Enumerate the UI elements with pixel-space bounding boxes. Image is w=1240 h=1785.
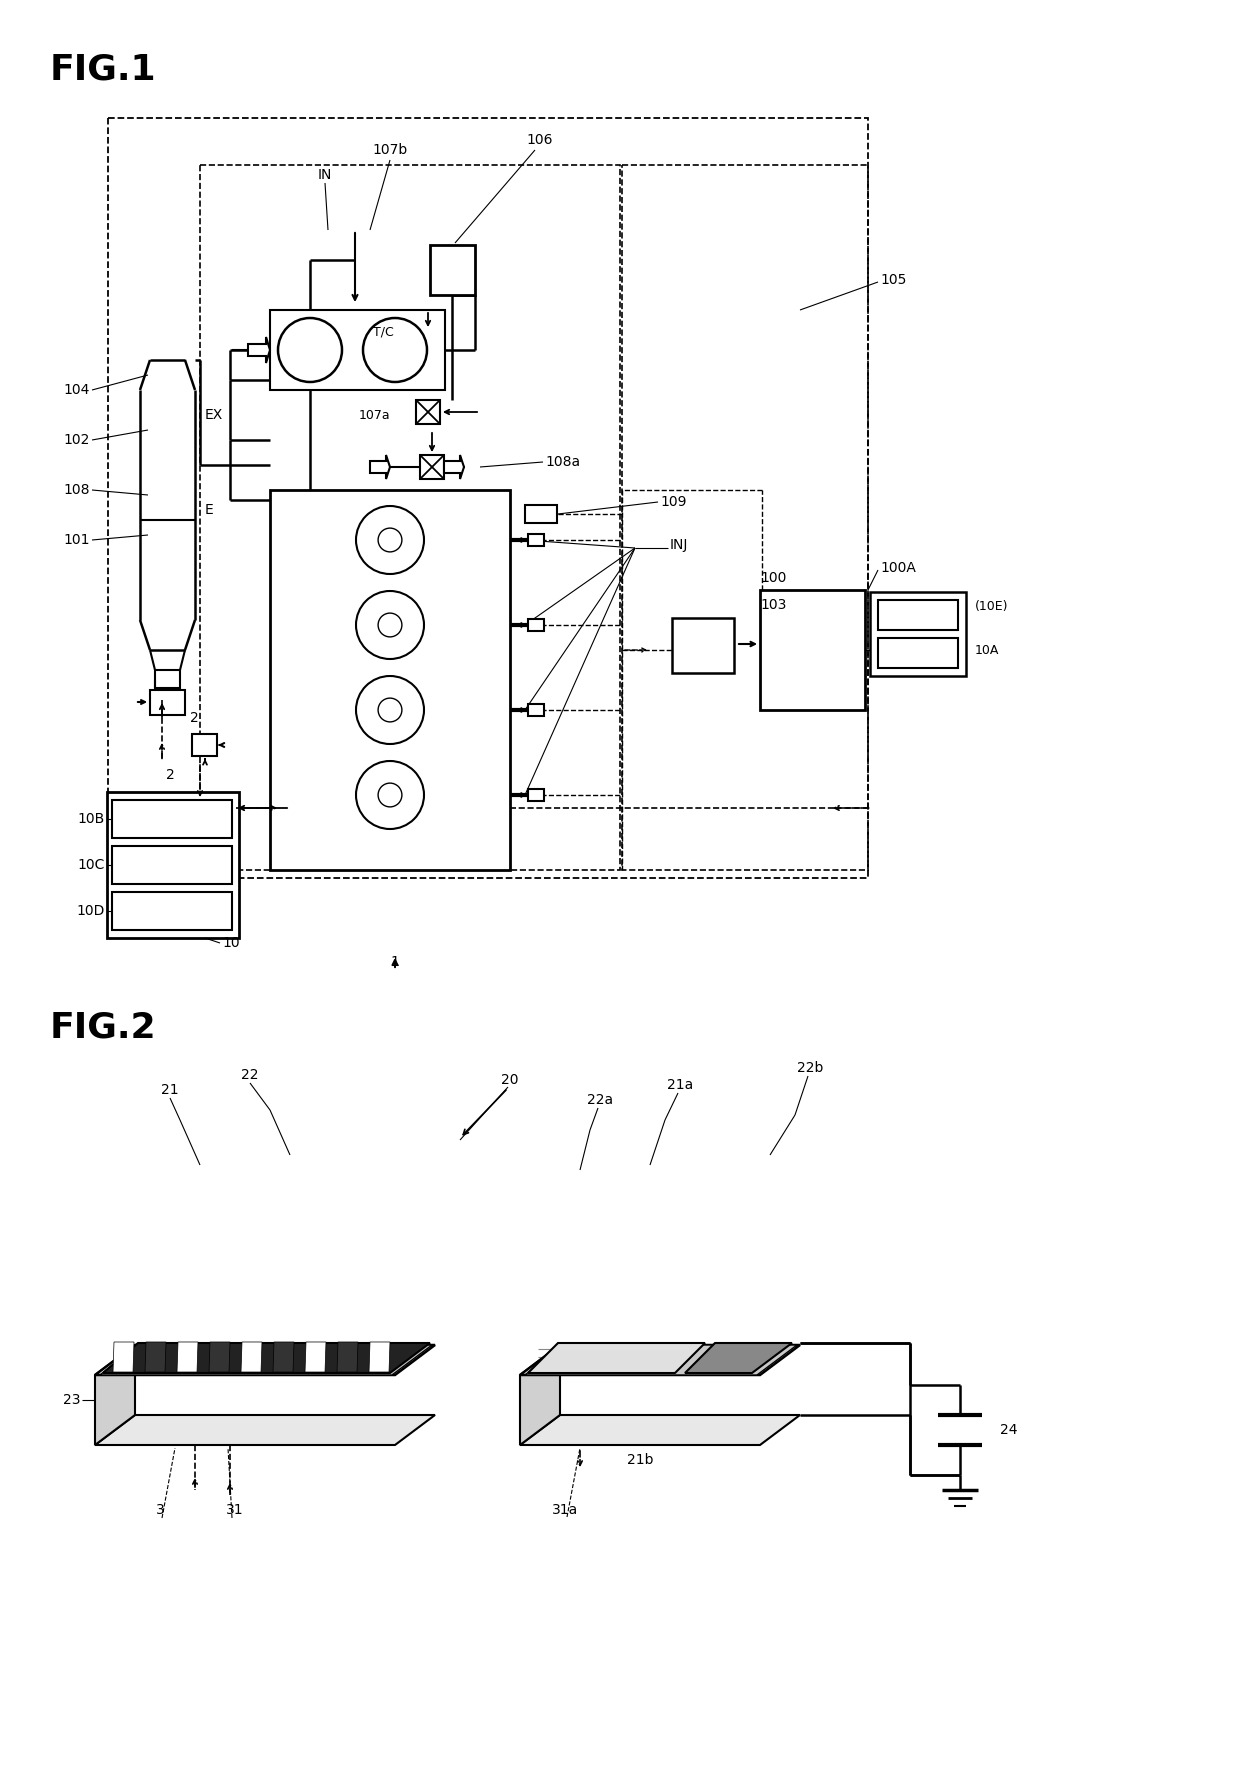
Bar [192, 734, 217, 757]
Text: (10E): (10E) [975, 600, 1008, 612]
Text: 24: 24 [999, 1423, 1018, 1437]
Polygon shape [520, 1346, 560, 1446]
Bar [622, 164, 868, 869]
Polygon shape [95, 1416, 435, 1446]
Bar [672, 618, 734, 673]
Text: 102: 102 [63, 434, 91, 446]
Text: 10D: 10D [77, 903, 105, 917]
Polygon shape [95, 1346, 135, 1446]
Bar [525, 505, 557, 523]
Text: 10: 10 [222, 935, 239, 950]
Text: 106: 106 [527, 134, 553, 146]
Text: 100A: 100A [880, 560, 916, 575]
Bar [528, 789, 544, 801]
Text: 10A: 10A [975, 644, 999, 657]
Text: 22a: 22a [587, 1092, 613, 1107]
Polygon shape [684, 1342, 792, 1373]
Bar [528, 534, 544, 546]
Polygon shape [210, 1342, 229, 1373]
Polygon shape [95, 1346, 435, 1374]
Polygon shape [273, 1342, 294, 1373]
Polygon shape [177, 1342, 198, 1373]
Polygon shape [145, 1342, 166, 1373]
Text: 20: 20 [501, 1073, 518, 1087]
Text: INJ: INJ [670, 537, 688, 552]
Text: 21b: 21b [626, 1453, 653, 1467]
Bar [430, 245, 475, 295]
Text: IN: IN [317, 168, 332, 182]
Text: 10B: 10B [78, 812, 105, 826]
Text: 105: 105 [880, 273, 906, 287]
Polygon shape [337, 1342, 358, 1373]
Text: 1: 1 [391, 955, 399, 969]
Bar [112, 800, 232, 837]
Text: 107a: 107a [358, 409, 391, 421]
Polygon shape [520, 1416, 800, 1446]
Text: 31: 31 [226, 1503, 244, 1517]
Bar [112, 846, 232, 884]
Text: 108: 108 [63, 484, 91, 496]
Text: 2: 2 [166, 768, 175, 782]
Bar [155, 669, 180, 687]
Polygon shape [528, 1342, 706, 1373]
Bar [878, 600, 959, 630]
Text: 100: 100 [760, 571, 786, 585]
Polygon shape [100, 1346, 432, 1374]
Polygon shape [241, 1342, 262, 1373]
Bar [108, 118, 868, 878]
Text: 101: 101 [63, 534, 91, 546]
Text: 107b: 107b [372, 143, 408, 157]
Bar [420, 455, 444, 478]
Text: FIG.2: FIG.2 [50, 1010, 156, 1044]
Text: 10C: 10C [78, 859, 105, 873]
Text: 103: 103 [760, 598, 786, 612]
Text: 3: 3 [156, 1503, 165, 1517]
Text: 31a: 31a [552, 1503, 578, 1517]
Polygon shape [305, 1342, 326, 1373]
Text: T/C: T/C [373, 325, 393, 339]
Text: 104: 104 [63, 384, 91, 396]
Text: 23: 23 [62, 1392, 81, 1407]
Text: 109: 109 [660, 494, 687, 509]
Polygon shape [444, 455, 464, 478]
Polygon shape [103, 1342, 430, 1373]
Text: 108a: 108a [546, 455, 580, 469]
Polygon shape [520, 1346, 800, 1374]
Text: EX: EX [205, 409, 223, 421]
Bar [112, 892, 232, 930]
Text: 22b: 22b [797, 1060, 823, 1075]
Bar [415, 400, 440, 425]
Bar [878, 637, 959, 668]
Polygon shape [370, 455, 391, 478]
Text: 21a: 21a [667, 1078, 693, 1092]
Text: 21: 21 [161, 1083, 179, 1098]
Text: E: E [205, 503, 213, 518]
Polygon shape [113, 1342, 134, 1373]
Polygon shape [525, 1346, 797, 1374]
Bar [528, 703, 544, 716]
Text: 2: 2 [190, 710, 198, 725]
Bar [270, 491, 510, 869]
Bar [528, 619, 544, 632]
Text: 22: 22 [242, 1067, 259, 1082]
Bar [150, 691, 185, 716]
Bar [870, 593, 966, 677]
Polygon shape [370, 1342, 391, 1373]
Text: FIG.1: FIG.1 [50, 52, 156, 86]
Bar [200, 164, 620, 869]
Polygon shape [248, 337, 270, 362]
Bar [760, 591, 866, 710]
Bar [107, 793, 239, 937]
Bar [270, 311, 445, 389]
